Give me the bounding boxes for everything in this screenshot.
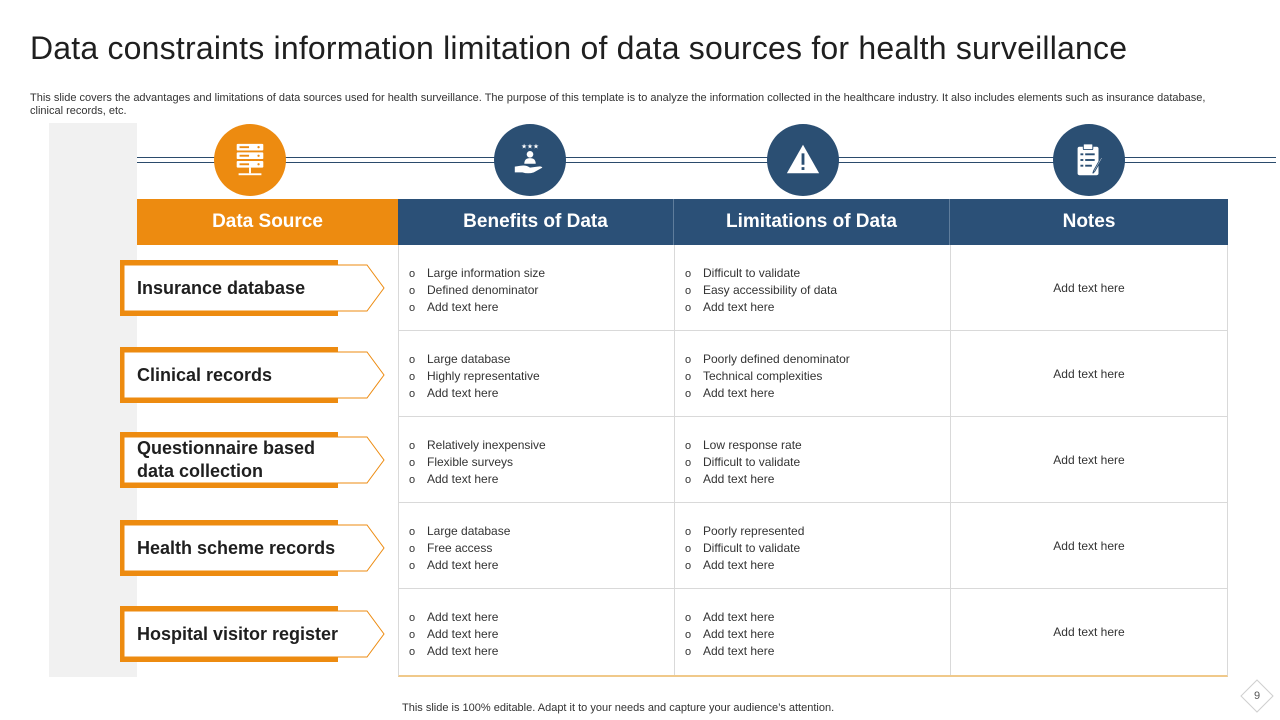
table-row: o Relatively inexpensive o Flexible survey… — [399, 417, 1227, 503]
source-tag-shape — [120, 260, 385, 316]
list-item: o Easy accessibility of data — [685, 283, 838, 297]
list-item: o Add text here — [409, 386, 499, 400]
clipboard-icon-circle — [1053, 124, 1125, 196]
list-item: o Add text here — [409, 610, 499, 624]
source-label: Clinical records — [137, 364, 273, 385]
list-item: o Large database — [409, 352, 511, 366]
source-label: Hospital visitor register — [137, 623, 339, 644]
benefits-cell: o Large database o Free access o Add text h… — [399, 503, 675, 589]
list-item: o Add text here — [409, 627, 499, 641]
list-item: o Free access — [409, 541, 493, 555]
hand-rating-icon-circle: ★★★ — [494, 124, 566, 196]
page-number: 9 — [1253, 690, 1261, 702]
source-tag: Insurance database — [120, 260, 388, 316]
list-item: o Low response rate — [685, 438, 802, 452]
source-tag: Health scheme records — [120, 520, 388, 576]
data-table: o Large information size o Defined denomin… — [398, 245, 1228, 677]
page-number-shape — [1240, 679, 1274, 713]
limitations-cell: o Poorly defined denominator o Technical c… — [675, 331, 951, 417]
slide-title: Data constraints information limitation … — [30, 30, 1128, 66]
source-label: Health scheme records — [137, 537, 336, 558]
server-icon-circle — [214, 124, 286, 196]
table-row: o Add text here o Add text here o Add text … — [399, 589, 1227, 675]
source-tag: Clinical records — [120, 347, 388, 403]
list-item: o Poorly represented — [685, 524, 805, 538]
source-tag-shape — [120, 520, 385, 576]
table-row: o Large information size o Defined denomin… — [399, 245, 1227, 331]
warning-icon-circle — [767, 124, 839, 196]
list-item: o Technical complexities — [685, 369, 823, 383]
notes-cell: Add text here — [1053, 625, 1125, 639]
list-item: o Difficult to validate — [685, 266, 801, 280]
header-limitations: Limitations of Data — [674, 199, 950, 245]
table-row: o Large database o Free access o Add text h… — [399, 503, 1227, 589]
list-item: o Poorly defined denominator — [685, 352, 850, 366]
table-row: o Large database o Highly representative o… — [399, 331, 1227, 417]
list-item: o Difficult to validate — [685, 541, 801, 555]
timeline-line — [137, 157, 1276, 163]
list-item: o Large database — [409, 524, 511, 538]
limitations-cell: o Low response rate o Difficult to validat… — [675, 417, 951, 503]
list-item: o Add text here — [409, 300, 499, 314]
list-item: o Difficult to validate — [685, 455, 801, 469]
list-item: o Defined denominator — [409, 283, 539, 297]
limitations-cell: o Add text here o Add text here o Add text … — [675, 589, 951, 675]
list-item: o Add text here — [685, 386, 775, 400]
list-item: o Add text here — [685, 644, 775, 658]
list-item: o Relatively inexpensive — [409, 438, 546, 452]
benefits-cell: o Relatively inexpensive o Flexible survey… — [399, 417, 675, 503]
svg-text:★★★: ★★★ — [521, 143, 539, 151]
server-icon — [236, 143, 264, 176]
limitations-cell: o Poorly represented o Difficult to valida… — [675, 503, 951, 589]
list-item: o Add text here — [409, 558, 499, 572]
source-tag-shape — [120, 606, 385, 662]
benefits-cell: o Large information size o Defined denomin… — [399, 245, 675, 331]
list-item: o Flexible surveys — [409, 455, 514, 469]
list-item: o Add text here — [409, 472, 499, 486]
list-item: o Large information size — [409, 266, 546, 280]
list-item: o Add text here — [685, 300, 775, 314]
slide-footer: This slide is 100% editable. Adapt it to… — [402, 702, 835, 714]
source-label: Insurance database — [137, 277, 306, 298]
notes-cell: Add text here — [1053, 539, 1125, 553]
header-benefits: Benefits of Data — [398, 199, 674, 245]
notes-cell: Add text here — [1053, 281, 1125, 295]
notes-cell: Add text here — [1053, 453, 1125, 467]
source-tag-shape — [120, 347, 385, 403]
benefits-cell: o Large database o Highly representative o… — [399, 331, 675, 417]
page-number-badge: 9 — [1240, 679, 1274, 713]
list-item: o Add text here — [685, 558, 775, 572]
warning-icon — [786, 144, 820, 174]
source-tag-shape — [120, 432, 385, 488]
source-tag: Hospital visitor register — [120, 606, 388, 662]
source-tag: Questionnaire based data collection — [120, 432, 388, 488]
hand-rating-icon: ★★★ — [514, 143, 543, 174]
source-label: Questionnaire based data collection — [137, 438, 316, 481]
header-notes: Notes — [950, 199, 1228, 245]
list-item: o Add text here — [685, 472, 775, 486]
header-data-source: Data Source — [137, 199, 398, 245]
list-item: o Add text here — [685, 610, 775, 624]
benefits-cell: o Add text here o Add text here o Add text … — [399, 589, 675, 675]
limitations-cell: o Difficult to validate o Easy accessibili… — [675, 245, 951, 331]
clipboard-icon — [1077, 143, 1103, 176]
notes-cell: Add text here — [1053, 367, 1125, 381]
list-item: o Add text here — [409, 644, 499, 658]
list-item: o Highly representative — [409, 369, 540, 383]
slide-subtitle: This slide covers the advantages and lim… — [30, 92, 1206, 117]
list-item: o Add text here — [685, 627, 775, 641]
